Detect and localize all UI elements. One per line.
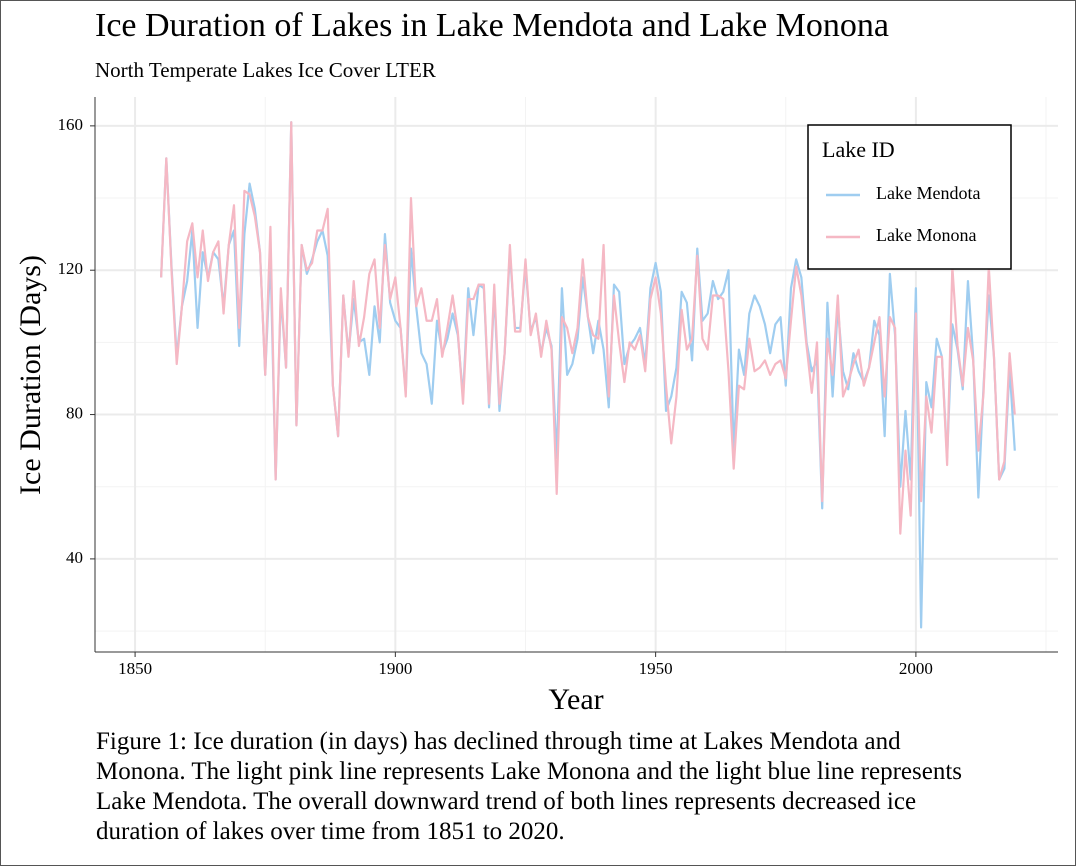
x-tick-label: 1850 — [118, 659, 152, 678]
y-tick-label: 40 — [66, 548, 83, 567]
legend-box — [807, 124, 1012, 270]
legend-title: Lake ID — [822, 137, 895, 162]
legend-label: Lake Monona — [876, 225, 976, 245]
legend: Lake ID Lake Mendota Lake Monona — [807, 124, 1012, 270]
x-axis-label: Year — [548, 683, 603, 716]
chart-subtitle: North Temperate Lakes Ice Cover LTER — [95, 58, 436, 82]
y-tick-label: 80 — [66, 403, 83, 422]
y-tick-label: 160 — [58, 115, 84, 134]
x-tick-label: 1950 — [639, 659, 673, 678]
data-line — [160, 121, 1016, 535]
y-axis-label: Ice Duration (Days) — [14, 255, 47, 495]
y-tick-label: 120 — [58, 259, 84, 278]
legend-label: Lake Mendota — [876, 183, 980, 203]
figure-caption: Figure 1: Ice duration (in days) has dec… — [96, 728, 962, 845]
x-tick-label: 1900 — [378, 659, 412, 678]
x-tick-label: 2000 — [899, 659, 933, 678]
chart-title: Ice Duration of Lakes in Lake Mendota an… — [95, 7, 889, 44]
